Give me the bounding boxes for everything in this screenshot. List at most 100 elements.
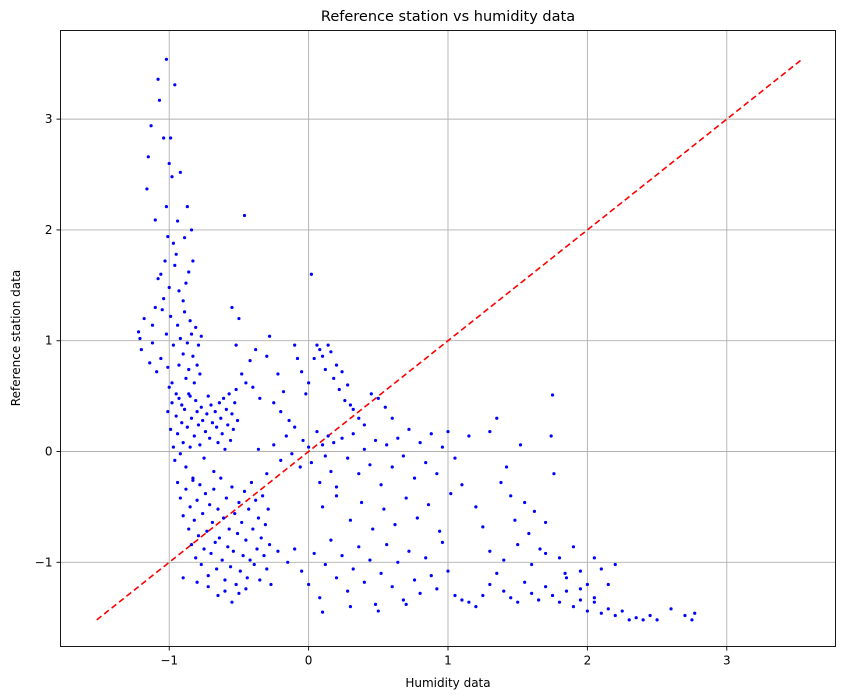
data-point	[329, 350, 333, 354]
data-point	[185, 425, 189, 429]
data-point	[187, 527, 191, 531]
data-point	[178, 170, 182, 174]
data-point	[249, 480, 254, 485]
x-tick-label: 3	[723, 654, 731, 668]
data-point	[189, 228, 194, 232]
data-point	[509, 596, 513, 600]
data-point	[259, 536, 263, 540]
data-point	[234, 582, 238, 587]
data-point	[195, 580, 199, 584]
data-point	[481, 525, 485, 529]
data-point	[340, 370, 344, 374]
data-point	[530, 591, 534, 595]
data-point	[382, 507, 386, 511]
data-point	[189, 416, 194, 420]
data-point	[509, 494, 513, 498]
data-point	[537, 598, 541, 602]
data-point	[252, 562, 256, 567]
data-point	[315, 429, 319, 434]
y-axis-label: Reference station data	[9, 270, 23, 406]
data-point	[293, 547, 297, 551]
data-point	[357, 545, 361, 549]
data-point	[613, 562, 617, 567]
data-point	[191, 259, 195, 263]
data-point	[276, 549, 280, 553]
data-point	[300, 569, 304, 573]
data-point	[182, 407, 187, 412]
data-point	[518, 443, 523, 447]
data-point	[424, 460, 428, 465]
data-point	[171, 343, 176, 347]
data-point	[224, 496, 228, 500]
data-point	[418, 441, 422, 445]
grid-lines	[60, 30, 836, 647]
data-point	[205, 412, 209, 416]
data-point	[199, 334, 203, 338]
data-point	[205, 529, 209, 533]
data-point	[159, 356, 163, 361]
data-point	[348, 605, 353, 609]
data-point	[194, 398, 198, 403]
data-point	[195, 498, 199, 502]
data-point	[578, 569, 583, 573]
data-point	[136, 330, 141, 334]
data-point	[267, 334, 272, 338]
data-point	[198, 372, 202, 376]
data-point	[368, 558, 372, 562]
data-point	[210, 520, 215, 525]
data-point	[174, 392, 178, 396]
data-point	[227, 392, 231, 396]
data-point	[228, 565, 233, 569]
data-point	[181, 352, 185, 356]
data-point	[146, 155, 150, 159]
data-point	[237, 591, 241, 595]
data-point	[281, 390, 286, 394]
data-point	[244, 381, 248, 385]
data-point	[599, 567, 603, 571]
data-point	[184, 465, 188, 469]
data-point	[256, 516, 261, 520]
data-point	[269, 582, 273, 587]
data-point	[164, 205, 169, 209]
data-point	[460, 598, 464, 602]
data-point	[460, 483, 464, 487]
data-point	[187, 270, 191, 274]
data-point	[171, 241, 176, 245]
data-point	[242, 213, 247, 218]
data-point	[192, 518, 196, 522]
data-point	[248, 359, 252, 363]
y-tick-label: 2	[45, 223, 53, 237]
data-point	[334, 494, 339, 498]
data-point	[254, 498, 258, 502]
data-point	[169, 427, 173, 431]
data-point	[279, 410, 283, 414]
data-point	[178, 452, 182, 456]
data-point	[191, 478, 195, 482]
data-point	[216, 593, 220, 598]
data-point	[224, 407, 228, 412]
data-point	[155, 370, 159, 374]
data-point	[320, 443, 325, 447]
data-point	[265, 472, 269, 476]
data-point	[474, 605, 478, 609]
data-point	[627, 618, 631, 622]
data-point	[290, 452, 294, 456]
data-point	[385, 542, 389, 547]
data-point	[474, 505, 478, 509]
data-point	[401, 454, 405, 458]
data-point	[320, 610, 325, 614]
data-point	[196, 343, 201, 347]
data-point	[318, 480, 322, 485]
data-point	[198, 443, 202, 447]
data-point	[170, 381, 174, 385]
data-point	[220, 558, 224, 562]
axis-ticks: −1 0 1 2 3 −1 0 1 2 3	[35, 112, 731, 667]
data-point	[240, 372, 244, 376]
data-point	[181, 441, 185, 445]
data-point	[426, 503, 431, 507]
data-point	[226, 423, 230, 427]
data-point	[504, 465, 509, 469]
data-point	[502, 589, 506, 593]
data-point	[393, 523, 397, 527]
